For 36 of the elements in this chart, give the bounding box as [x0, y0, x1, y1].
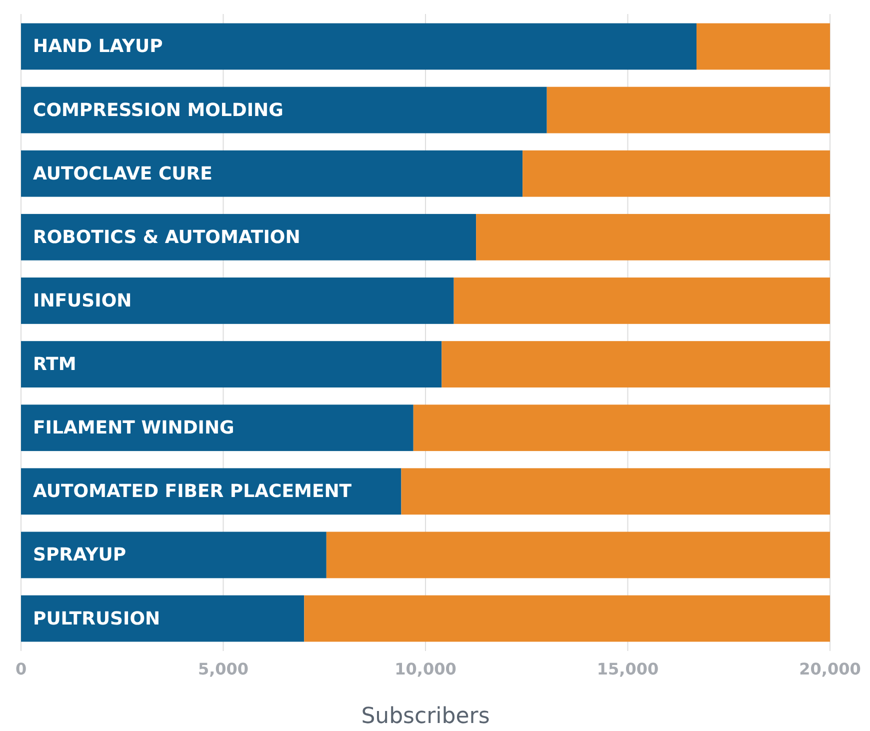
bar	[21, 214, 476, 260]
y-tick-label: COMPRESSION MOLDING	[33, 100, 284, 121]
bar	[21, 404, 414, 452]
bar	[454, 278, 830, 324]
bar	[21, 341, 442, 388]
bar	[304, 595, 830, 642]
bar	[696, 23, 830, 70]
y-tick-label: SPRAYUP	[33, 544, 126, 566]
x-tick-label: 0	[15, 659, 27, 678]
y-tick-label: RTM	[33, 354, 76, 376]
bar	[546, 86, 830, 134]
y-tick-label: INFUSION	[33, 290, 132, 312]
bar	[401, 468, 830, 515]
x-tick-label: 10,000	[394, 659, 456, 678]
y-tick-label: PULTRUSION	[33, 608, 160, 630]
bar	[413, 404, 830, 452]
y-tick-label: ROBOTICS & AUTOMATION	[33, 226, 300, 248]
x-tick-label: 20,000	[799, 659, 861, 678]
bar	[326, 532, 830, 578]
bar	[21, 278, 454, 324]
bar	[442, 341, 830, 388]
y-tick-label: FILAMENT WINDING	[33, 418, 234, 439]
bar	[21, 468, 402, 515]
bar	[21, 150, 523, 197]
y-tick-label: AUTOCLAVE CURE	[33, 163, 212, 184]
y-tick-label: AUTOMATED FIBER PLACEMENT	[33, 481, 352, 502]
bar	[21, 595, 304, 642]
x-tick-label: 5,000	[198, 659, 249, 678]
bar	[522, 150, 830, 197]
bar	[476, 214, 830, 260]
bar	[21, 86, 547, 134]
x-axis-title: Subscribers	[361, 704, 490, 729]
y-tick-label: HAND LAYUP	[33, 36, 163, 58]
bar	[21, 23, 697, 70]
x-tick-label: 15,000	[596, 659, 659, 678]
bar	[21, 532, 326, 578]
